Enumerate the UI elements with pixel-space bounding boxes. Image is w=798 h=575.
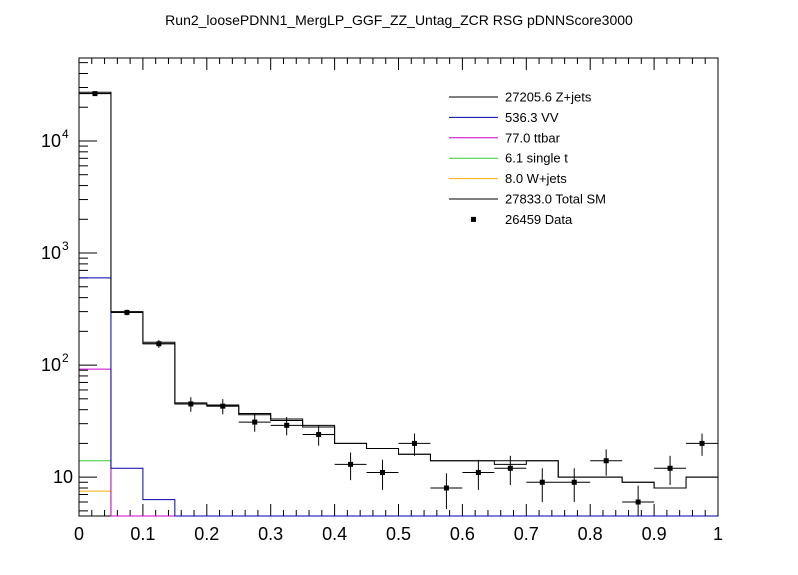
data-point — [667, 465, 673, 471]
data-point — [220, 403, 226, 409]
legend-label: 27205.6 Z+jets — [505, 90, 592, 105]
y-tick-exponent: 4 — [62, 127, 69, 141]
legend-label: 26459 Data — [505, 212, 573, 227]
y-tick-label: 10 — [41, 243, 61, 263]
data-point — [443, 485, 449, 491]
x-tick-label: 0.4 — [322, 524, 347, 544]
data-point — [411, 440, 417, 446]
x-tick-label: 1 — [713, 524, 723, 544]
x-tick-label: 0.3 — [258, 524, 283, 544]
data-point — [699, 440, 705, 446]
plot-frame — [78, 57, 719, 517]
legend-label: 536.3 VV — [505, 110, 559, 125]
x-tick-label: 0 — [74, 524, 84, 544]
data-point — [380, 470, 386, 476]
legend-marker — [471, 216, 476, 222]
y-tick-exponent: 3 — [62, 239, 69, 253]
x-tick-label: 0.5 — [386, 524, 411, 544]
y-tick-exponent: 2 — [62, 351, 69, 365]
x-tick-label: 0.1 — [130, 524, 155, 544]
data-point — [252, 419, 258, 425]
y-tick-label: 10 — [53, 467, 73, 487]
data-point — [507, 465, 513, 471]
x-tick-label: 0.7 — [514, 524, 539, 544]
y-tick-label: 10 — [41, 355, 61, 375]
x-tick-label: 0.8 — [578, 524, 603, 544]
histogram-total-sm — [78, 91, 719, 516]
data-point — [316, 432, 322, 438]
data-point — [348, 461, 354, 467]
data-point — [475, 470, 481, 476]
chart-title: Run2_loosePDNN1_MergLP_GGF_ZZ_Untag_ZCR … — [165, 12, 633, 28]
y-tick-label: 10 — [41, 131, 61, 151]
data-point — [156, 341, 162, 347]
x-tick-label: 0.6 — [450, 524, 475, 544]
data-point — [539, 479, 545, 485]
x-tick-label: 0.2 — [194, 524, 219, 544]
data-point — [571, 479, 577, 485]
data-point — [284, 422, 290, 428]
data-point — [92, 91, 98, 97]
x-tick-label: 0.9 — [642, 524, 667, 544]
data-point — [635, 499, 641, 505]
legend-label: 6.1 single t — [505, 151, 568, 166]
data-point — [603, 458, 609, 464]
legend-label: 27833.0 Total SM — [505, 192, 606, 207]
data-point — [188, 401, 194, 407]
data-point — [124, 309, 130, 315]
histogram-vv — [78, 277, 718, 517]
legend-label: 77.0 ttbar — [505, 130, 561, 145]
legend-label: 8.0 W+jets — [505, 171, 567, 186]
